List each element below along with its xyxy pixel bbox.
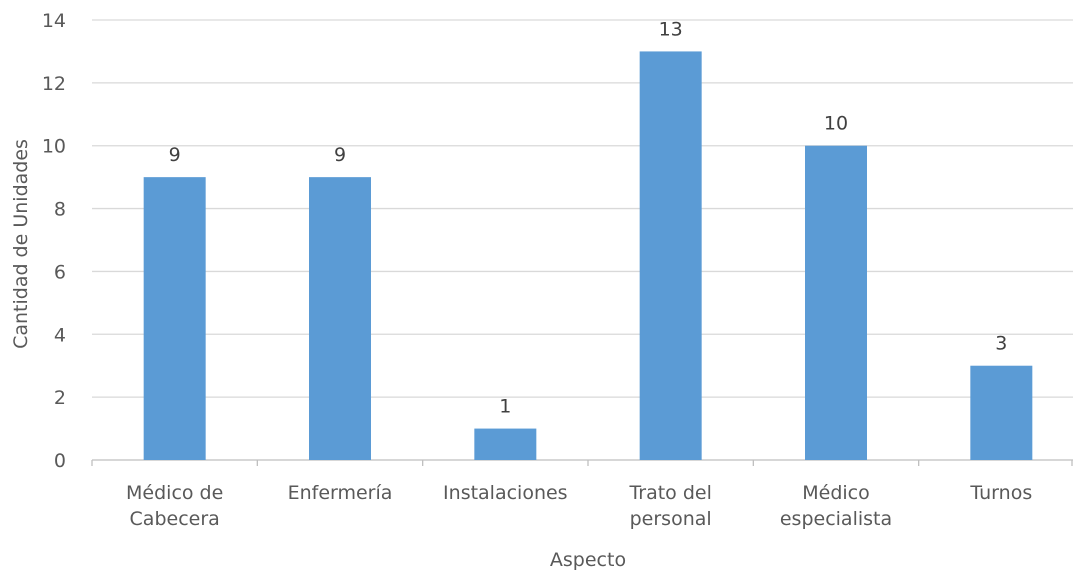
y-tick-label: 2 — [54, 387, 66, 409]
gridlines — [92, 19, 1073, 398]
y-tick-label: 6 — [54, 261, 66, 283]
bars — [143, 51, 1033, 461]
bar — [805, 145, 867, 460]
x-tick-label: Médico de Cabecera — [126, 482, 223, 530]
y-tick-label: 14 — [42, 10, 66, 32]
data-labels: 9 9 1 13 10 3 — [169, 18, 1008, 417]
x-tick-label: Médico especialista — [780, 482, 892, 530]
x-tick-label: Turnos — [969, 482, 1032, 504]
data-label: 13 — [659, 18, 683, 40]
bar — [474, 428, 537, 460]
bar — [970, 365, 1033, 460]
bar — [309, 177, 371, 460]
category-labels: Médico de Cabecera Enfermería Instalaciones… — [126, 482, 1032, 530]
y-tick-label: 10 — [42, 136, 66, 158]
y-tick-label: 4 — [54, 324, 66, 346]
x-tick-label: Enfermería — [288, 482, 393, 504]
x-tick-label: Instalaciones — [443, 482, 568, 504]
data-label: 10 — [824, 113, 848, 135]
x-axis — [91, 459, 1073, 466]
x-axis-title: Aspecto — [550, 549, 626, 571]
data-label: 1 — [499, 396, 511, 418]
x-tick-label: Trato del personal — [628, 482, 711, 530]
bar — [143, 177, 206, 460]
y-tick-label: 0 — [54, 450, 66, 472]
data-label: 9 — [334, 144, 346, 166]
y-tick-label: 12 — [42, 73, 66, 95]
data-label: 9 — [169, 144, 181, 166]
y-tick-label: 8 — [54, 199, 66, 221]
bar — [639, 51, 702, 461]
data-label: 3 — [995, 333, 1007, 355]
y-axis-title: Cantidad de Unidades — [10, 139, 32, 349]
y-axis-ticks: 0 2 4 6 8 10 12 14 — [42, 10, 66, 472]
